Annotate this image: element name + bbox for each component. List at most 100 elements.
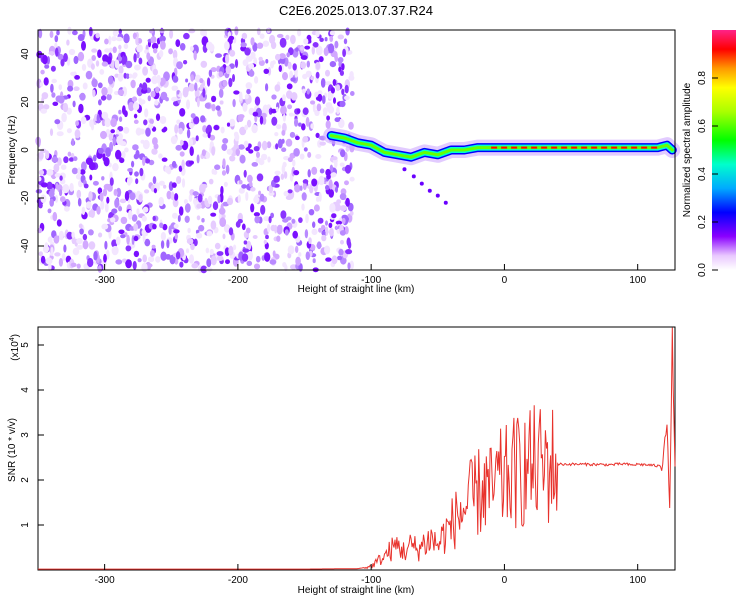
noise-speck: [95, 60, 100, 67]
noise-speck: [64, 206, 70, 212]
noise-speck: [77, 51, 85, 62]
noise-speck: [297, 28, 302, 37]
noise-speck: [54, 119, 61, 125]
noise-speck: [184, 203, 191, 213]
noise-speck: [87, 257, 94, 268]
noise-speck: [208, 178, 214, 185]
noise-speck: [111, 245, 119, 256]
noise-speck: [214, 164, 221, 170]
noise-speck: [280, 210, 287, 220]
noise-speck: [81, 161, 87, 171]
noise-speck: [117, 89, 125, 96]
noise-speck: [238, 187, 245, 194]
noise-speck: [325, 120, 331, 129]
noise-speck: [247, 174, 253, 183]
noise-speck: [170, 191, 175, 201]
noise-speck: [273, 175, 280, 183]
noise-speck: [338, 248, 344, 256]
noise-speck: [226, 122, 231, 127]
noise-speck: [234, 26, 239, 36]
noise-speck: [205, 151, 211, 159]
noise-speck: [171, 182, 177, 188]
noise-speck: [115, 129, 120, 135]
noise-speck: [339, 230, 346, 236]
noise-speck: [296, 108, 301, 114]
noise-speck: [290, 92, 298, 101]
noise-speck: [325, 81, 332, 86]
noise-speck: [149, 250, 155, 257]
spectrogram-x-axis: -300 -200 -100 0 100: [95, 264, 646, 286]
noise-speck: [242, 102, 248, 112]
noise-speck: [92, 89, 96, 98]
noise-speck: [248, 149, 254, 154]
noise-speck: [343, 38, 348, 45]
noise-speck: [266, 104, 271, 109]
noise-speck: [210, 220, 217, 230]
noise-speck: [142, 206, 149, 213]
noise-speck: [218, 88, 224, 99]
noise-speck: [307, 151, 312, 158]
noise-speck: [210, 67, 217, 73]
noise-speck: [60, 164, 67, 170]
noise-speck: [298, 217, 303, 224]
noise-speck: [270, 212, 274, 219]
noise-speck: [261, 140, 268, 151]
noise-speck: [198, 224, 205, 232]
noise-speck: [213, 169, 218, 175]
noise-speck: [278, 65, 282, 72]
noise-speck: [159, 116, 167, 124]
noise-speck: [113, 188, 118, 196]
noise-speck: [54, 252, 61, 257]
noise-speck: [211, 146, 216, 156]
noise-speck: [79, 228, 84, 235]
noise-speck: [294, 118, 299, 127]
noise-speck: [88, 191, 93, 201]
noise-speck: [160, 80, 164, 87]
noise-speck: [295, 47, 299, 52]
noise-speck: [104, 48, 111, 53]
noise-speck: [120, 216, 128, 225]
noise-speck: [226, 197, 234, 206]
noise-speck: [206, 77, 211, 87]
noise-speck: [268, 216, 272, 224]
noise-speck: [63, 156, 69, 164]
noise-speck: [312, 102, 316, 113]
noise-speck: [311, 46, 315, 55]
noise-speck: [165, 97, 169, 102]
noise-speck: [122, 258, 127, 263]
noise-speck: [91, 78, 98, 88]
noise-speck: [253, 196, 260, 204]
noise-speck: [217, 194, 221, 204]
noise-speck: [133, 53, 137, 63]
noise-speck: [224, 41, 230, 51]
noise-speck: [292, 230, 299, 239]
noise-speck: [139, 128, 146, 135]
colorbar-tick-label: 0.4: [697, 167, 708, 181]
noise-speck: [207, 195, 213, 205]
noise-speck: [131, 214, 138, 222]
noise-speck: [308, 209, 315, 216]
noise-speck: [55, 47, 59, 57]
noise-speck: [340, 149, 346, 158]
noise-speck: [201, 218, 205, 223]
noise-speck: [138, 57, 143, 65]
noise-speck: [189, 160, 194, 165]
noise-speck: [342, 48, 346, 58]
noise-speck: [82, 240, 89, 250]
noise-speck: [318, 175, 325, 186]
ridge-speck: [411, 174, 416, 179]
noise-speck: [73, 156, 78, 162]
noise-speck: [262, 116, 267, 125]
noise-speck: [204, 102, 211, 109]
noise-speck: [42, 54, 48, 65]
noise-speck: [258, 59, 265, 66]
noise-speck: [129, 192, 136, 201]
noise-speck: [93, 251, 98, 261]
noise-speck: [271, 94, 277, 100]
noise-speck: [222, 233, 226, 240]
noise-speck: [294, 184, 301, 193]
noise-speck: [253, 146, 260, 152]
noise-speck: [90, 63, 95, 70]
noise-speck: [226, 148, 233, 155]
